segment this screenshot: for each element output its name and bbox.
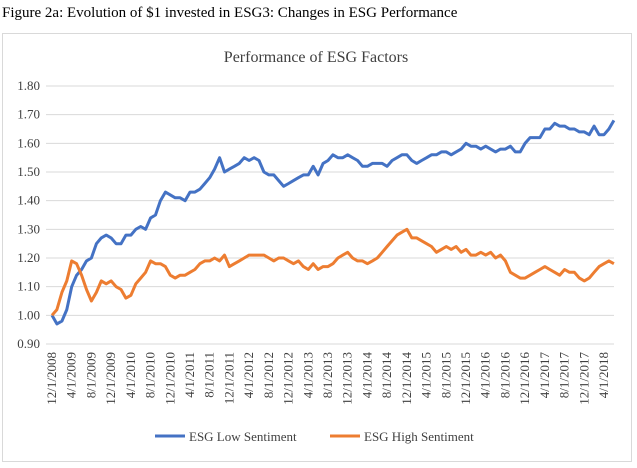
x-tick-label: 12/1/2016 [517,352,532,405]
x-tick-label: 4/1/2018 [596,352,611,398]
y-tick-label: 0.90 [17,336,40,351]
y-tick-label: 1.80 [17,78,40,93]
x-tick-label: 12/1/2014 [399,352,414,405]
chart-border [2,33,632,462]
x-tick-label: 12/1/2009 [103,352,118,405]
x-tick-label: 4/1/2013 [300,352,315,398]
x-tick-label: 8/1/2013 [320,352,335,398]
x-tick-label: 8/1/2010 [143,352,158,398]
x-tick-label: 8/1/2017 [557,352,572,399]
x-tick-label: 12/1/2011 [221,352,236,404]
x-tick-label: 12/1/2013 [340,352,355,405]
series-line [50,227,615,317]
legend-label: ESG High Sentiment [364,429,474,444]
chart-title: Performance of ESG Factors [224,49,408,66]
y-tick-label: 1.00 [17,307,40,322]
x-tick-label: 8/1/2009 [83,352,98,398]
series-line [50,119,616,326]
x-tick-label: 12/1/2010 [162,352,177,405]
x-tick-label: 4/1/2017 [537,352,552,399]
x-tick-label: 4/1/2012 [241,352,256,398]
x-tick-label: 4/1/2015 [419,352,434,398]
x-tick-label: 8/1/2011 [202,352,217,398]
y-tick-label: 1.60 [17,135,40,150]
x-tick-label: 12/1/2012 [281,352,296,405]
x-tick-label: 12/1/2008 [44,352,59,405]
x-tick-label: 8/1/2015 [438,352,453,398]
y-tick-label: 1.70 [17,107,40,122]
figure-caption: Figure 2a: Evolution of $1 invested in E… [2,5,458,21]
x-tick-label: 4/1/2010 [123,352,138,398]
y-tick-label: 1.30 [17,221,40,236]
y-tick-label: 1.10 [17,279,40,294]
x-tick-label: 4/1/2009 [64,352,79,398]
x-tick-label: 8/1/2016 [497,352,512,399]
legend-label: ESG Low Sentiment [189,429,297,444]
x-tick-label: 4/1/2016 [478,352,493,399]
y-tick-label: 1.20 [17,250,40,265]
x-tick-label: 4/1/2014 [359,352,374,399]
x-tick-label: 12/1/2015 [458,352,473,405]
x-tick-label: 8/1/2012 [261,352,276,398]
y-tick-label: 1.40 [17,193,40,208]
x-tick-label: 12/1/2017 [576,352,591,405]
x-tick-label: 8/1/2014 [379,352,394,399]
y-tick-label: 1.50 [17,164,40,179]
x-tick-label: 4/1/2011 [182,352,197,398]
